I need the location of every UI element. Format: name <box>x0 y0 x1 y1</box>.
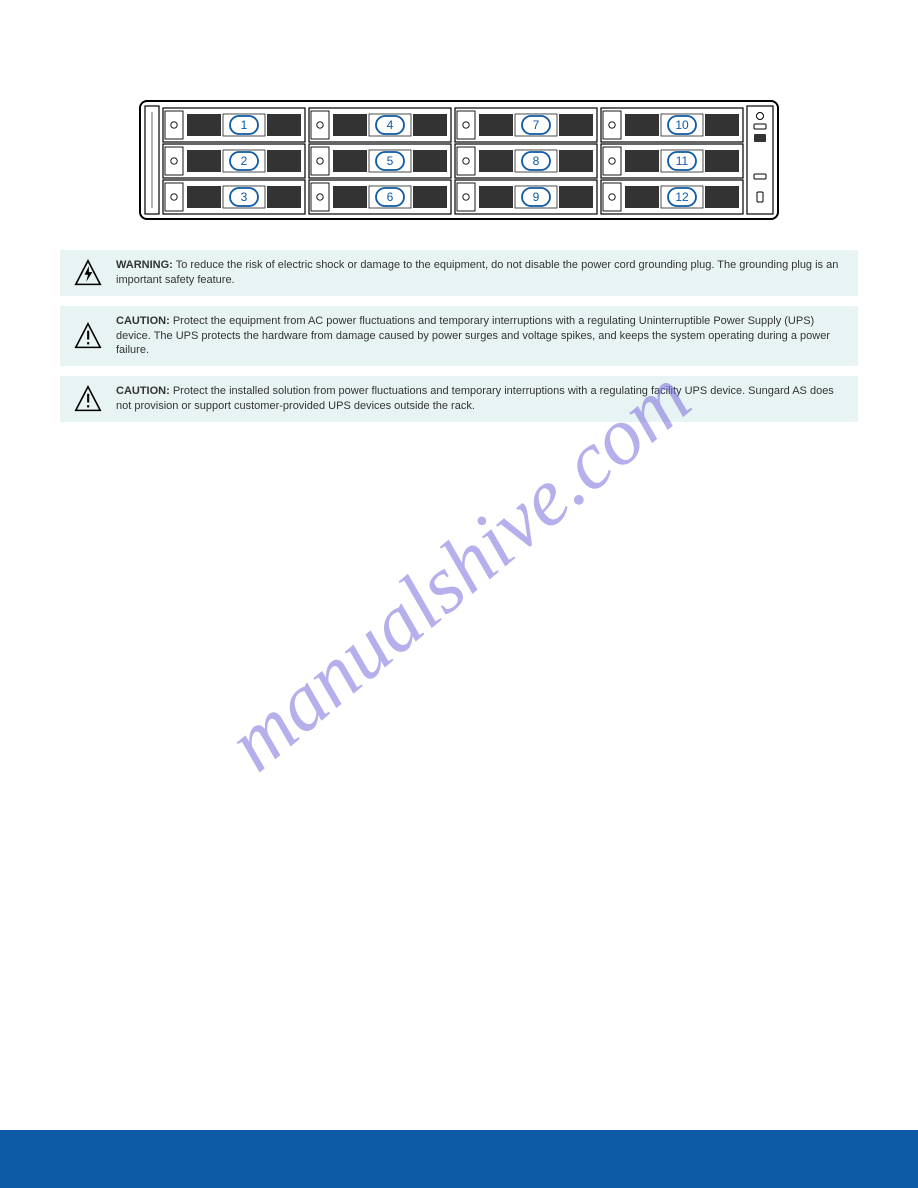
drive-bay-4: 4 <box>309 108 451 142</box>
exclamation-triangle-icon <box>74 385 102 413</box>
svg-text:9: 9 <box>533 190 540 204</box>
svg-text:10: 10 <box>675 118 689 132</box>
notice-body: WARNING: To reduce the risk of electric … <box>116 258 844 288</box>
chassis-figure: 123456789101112 <box>60 100 858 220</box>
notice-tag: CAUTION: <box>116 315 170 327</box>
svg-text:4: 4 <box>387 118 394 132</box>
drive-bay-2: 2 <box>163 144 305 178</box>
footer-bar <box>0 1130 918 1188</box>
drive-bay-12: 12 <box>601 180 743 214</box>
svg-text:1: 1 <box>241 118 248 132</box>
svg-text:11: 11 <box>676 154 689 168</box>
notice-body: CAUTION: Protect the installed solution … <box>116 384 844 414</box>
drive-bay-3: 3 <box>163 180 305 214</box>
drive-bay-10: 10 <box>601 108 743 142</box>
notice-body: CAUTION: Protect the equipment from AC p… <box>116 314 844 359</box>
notice-warning: WARNING: To reduce the risk of electric … <box>60 250 858 296</box>
svg-text:2: 2 <box>241 154 248 168</box>
notice-caution-2: CAUTION: Protect the installed solution … <box>60 376 858 422</box>
drive-bay-8: 8 <box>455 144 597 178</box>
exclamation-triangle-icon <box>74 322 102 350</box>
drive-bay-5: 5 <box>309 144 451 178</box>
notice-text: Protect the installed solution from powe… <box>116 385 834 412</box>
svg-text:6: 6 <box>387 190 394 204</box>
chassis-svg: 123456789101112 <box>139 100 779 220</box>
drive-bay-7: 7 <box>455 108 597 142</box>
drive-bay-11: 11 <box>601 144 743 178</box>
svg-text:8: 8 <box>533 154 540 168</box>
svg-text:5: 5 <box>387 154 394 168</box>
notice-caution-1: CAUTION: Protect the equipment from AC p… <box>60 306 858 367</box>
notice-tag: WARNING: <box>116 259 173 271</box>
lightning-triangle-icon <box>74 259 102 287</box>
notice-tag: CAUTION: <box>116 385 170 397</box>
notice-text: To reduce the risk of electric shock or … <box>116 259 838 286</box>
svg-text:12: 12 <box>675 190 689 204</box>
svg-text:3: 3 <box>241 190 248 204</box>
drive-bay-6: 6 <box>309 180 451 214</box>
notice-text: Protect the equipment from AC power fluc… <box>116 315 830 357</box>
svg-text:7: 7 <box>533 118 540 132</box>
drive-bay-9: 9 <box>455 180 597 214</box>
drive-bay-1: 1 <box>163 108 305 142</box>
